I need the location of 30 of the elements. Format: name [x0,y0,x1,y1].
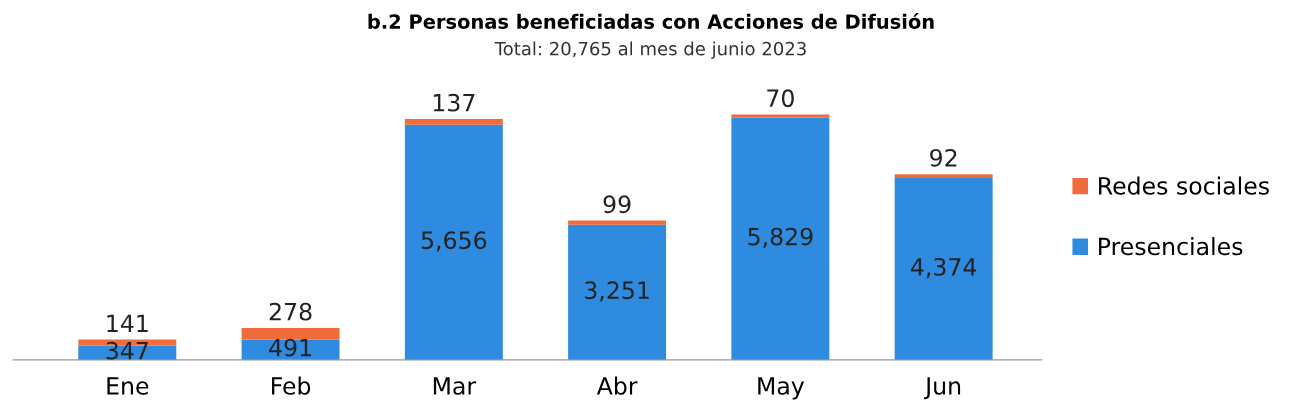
bar [404,124,503,360]
data-label: 99 [603,195,631,214]
data-label: 278 [269,302,312,321]
x-tick-label: Mar [433,377,477,395]
data-label: 141 [107,314,148,332]
data-label: 70 [767,89,794,108]
bar [894,177,993,360]
x-tick-label: Jun [923,377,961,400]
data-label: 92 [930,148,957,167]
chart-title: b.2 Personas beneficiadas con Acciones de Difusión [368,13,934,29]
data-label: 347 [106,341,148,360]
data-label: 491 [269,338,311,357]
bar [731,117,830,360]
x-tick-label: Abr [596,376,638,395]
bar [241,327,340,340]
data-label: 5,829 [748,227,813,248]
legend-label: Redes sociales [1099,176,1269,195]
data-label: 137 [433,93,475,112]
bar [404,118,503,125]
x-tick-label: Ene [107,377,149,395]
data-label: 3,251 [585,281,649,302]
chart-subtitle: Total: 20,765 al mes de junio 2023 [494,41,806,59]
bar [894,174,993,178]
bar [568,224,667,360]
data-label: 4,374 [911,257,977,279]
x-tick-label: Feb [271,376,311,395]
x-tick-label: May [758,377,805,400]
data-label: 5,656 [421,231,487,252]
bar [568,220,667,225]
legend-label: Presenciales [1099,237,1243,256]
